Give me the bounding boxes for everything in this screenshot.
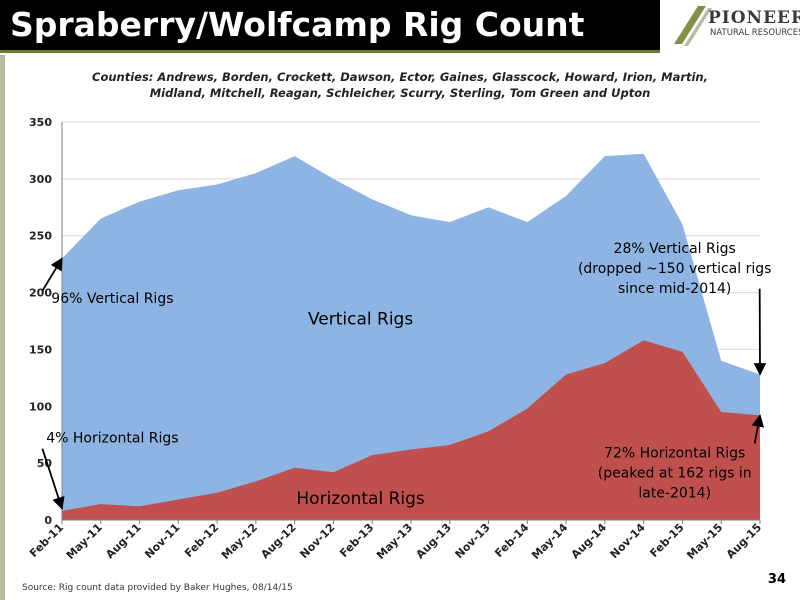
annotation-text: since mid-2014): [618, 281, 731, 297]
y-tick-label: 200: [29, 287, 52, 300]
annotation-arrow: [41, 448, 65, 510]
x-tick-label: Aug-15: [724, 521, 764, 561]
horizontal-area-label: Horizontal Rigs: [296, 489, 425, 509]
y-tick-label: 0: [44, 514, 52, 527]
x-tick-label: Aug-14: [569, 521, 610, 562]
subtitle-line-1: Counties: Andrews, Borden, Crockett, Daw…: [92, 70, 708, 84]
annotation-arrow: [751, 414, 765, 444]
x-tick-label: Feb-13: [337, 521, 376, 560]
x-tick-label: Nov-14: [608, 521, 648, 561]
y-tick-label: 100: [29, 400, 52, 413]
accent-band: [0, 50, 660, 53]
x-tick-label: Feb-14: [492, 521, 531, 560]
annotation-text: 4% Horizontal Rigs: [46, 431, 178, 447]
slide-title: Spraberry/Wolfcamp Rig Count: [10, 5, 585, 44]
annotation-arrow: [41, 257, 63, 292]
horizontal-rigs-area: [62, 340, 760, 520]
annotation-text: 72% Horizontal Rigs: [604, 445, 745, 461]
y-tick-label: 250: [29, 230, 52, 243]
source-note: Source: Rig count data provided by Baker…: [22, 583, 293, 593]
page-number: 34: [767, 572, 786, 587]
subtitle-line-2: Midland, Mitchell, Reagan, Schleicher, S…: [149, 86, 651, 100]
y-tick-label: 350: [29, 116, 52, 129]
left-stripe: [0, 55, 5, 600]
x-tick-label: May-12: [219, 521, 260, 562]
y-tick-label: 50: [37, 457, 53, 470]
x-tick-label: Nov-13: [453, 521, 493, 561]
logo-subtitle: NATURAL RESOURCES: [710, 28, 800, 38]
annotation-text: late-2014): [638, 485, 711, 501]
x-tick-label: May-15: [684, 521, 725, 562]
x-tick-label: Nov-12: [297, 521, 337, 561]
y-tick-label: 150: [29, 343, 52, 356]
annotation-text: 28% Vertical Rigs: [614, 241, 736, 257]
vertical-area-label: Vertical Rigs: [308, 309, 413, 329]
logo-name: PIONEER: [708, 8, 800, 28]
x-tick-label: Feb-12: [182, 521, 221, 560]
x-tick-label: May-14: [529, 521, 570, 562]
x-tick-label: Aug-11: [103, 521, 143, 561]
annotation-text: 96% Vertical Rigs: [51, 291, 173, 307]
annotation-text: (dropped ~150 vertical rigs: [578, 261, 771, 277]
title-bar: Spraberry/Wolfcamp Rig Count: [0, 0, 660, 50]
x-tick-label: Aug-13: [414, 521, 454, 561]
y-tick-label: 300: [29, 173, 52, 186]
x-tick-label: Nov-11: [142, 521, 182, 561]
pioneer-logo: [668, 0, 800, 52]
x-tick-label: Feb-15: [647, 521, 686, 560]
x-tick-label: May-13: [374, 521, 415, 562]
x-tick-label: May-11: [64, 521, 105, 562]
annotation-text: (peaked at 162 rigs in: [598, 465, 752, 481]
x-tick-label: Aug-12: [258, 521, 298, 561]
